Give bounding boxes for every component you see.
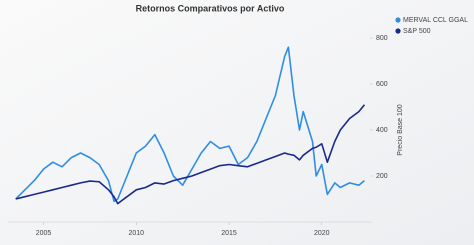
y-tick-label: 200 [376, 173, 388, 180]
data-line [15, 46, 365, 203]
y-axis-label: Precio Base 100 [397, 104, 404, 155]
chart-title: Retornos Comparativos por Activo [136, 3, 285, 13]
legend-label: MERVAL CCL GGAL [403, 17, 468, 24]
x-tick-label: 2005 [36, 230, 52, 237]
x-tick-label: 2010 [128, 230, 144, 237]
x-tick-label: 2020 [314, 230, 330, 237]
x-tick-label: 2015 [221, 230, 237, 237]
legend-marker [395, 28, 401, 34]
y-tick-label: 800 [376, 35, 388, 42]
data-line [15, 104, 366, 205]
legend-marker [395, 17, 401, 23]
y-tick-label: 600 [376, 81, 388, 88]
legend-label: S&P 500 [403, 28, 431, 35]
y-tick-label: 400 [376, 127, 388, 134]
